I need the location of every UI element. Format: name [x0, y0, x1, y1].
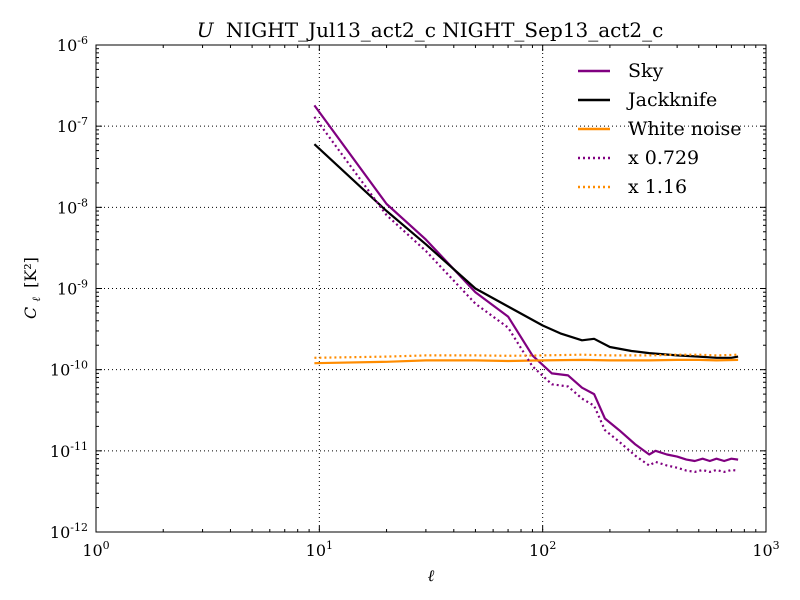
- y-tick-label: 10-8: [57, 196, 88, 217]
- x-tick-label-exponent: 1: [326, 539, 333, 552]
- legend: Sky Jackknife White noise x 0.729 x 1.16: [578, 60, 742, 198]
- y-axis-label-sub: ℓ: [30, 297, 43, 302]
- series-line-sky: [313, 104, 739, 463]
- series-line-jackknife: [313, 143, 739, 359]
- chart-title-prefix: U: [197, 18, 215, 42]
- axes-frame: [95, 44, 767, 533]
- y-axis-label-unit: [K²]: [21, 257, 40, 288]
- x-tick-label-base: 10: [752, 541, 772, 560]
- chart-title-rest: NIGHT_Jul13_act2_c NIGHT_Sep13_act2_c: [226, 18, 663, 42]
- x-tick-label: 102: [529, 539, 556, 560]
- legend-label-sky: Sky: [628, 60, 664, 82]
- x-tick-label-base: 10: [306, 541, 326, 560]
- y-tick-label: 10-12: [50, 521, 88, 542]
- x-tick-label-exponent: 0: [103, 539, 110, 552]
- x-axis-ticks: 100 101 102 103: [82, 45, 780, 560]
- y-axis-label: C ℓ [K²]: [21, 257, 44, 319]
- plot-series: [313, 104, 739, 473]
- y-axis-label-main: C: [21, 307, 40, 319]
- x-tick-label: 103: [752, 539, 779, 560]
- y-tick-label: 10-9: [57, 278, 88, 299]
- y-tick-label: 10-10: [50, 359, 88, 380]
- x-tick-label-exponent: 3: [773, 539, 780, 552]
- legend-label-x-1-16: x 1.16: [628, 176, 687, 198]
- x-axis-label: ℓ: [428, 566, 435, 585]
- x-tick-label-base: 10: [529, 541, 549, 560]
- y-tick-label-exponent: -8: [77, 196, 88, 209]
- y-tick-label-exponent: -10: [70, 359, 88, 372]
- y-tick-label-exponent: -7: [77, 115, 88, 128]
- y-tick-label: 10-6: [57, 34, 88, 55]
- y-tick-label-base: 10: [57, 198, 77, 217]
- legend-label-x-0-729: x 0.729: [628, 147, 699, 169]
- y-tick-label-exponent: -12: [70, 521, 88, 534]
- chart-title: U NIGHT_Jul13_act2_c NIGHT_Sep13_act2_c: [197, 18, 664, 42]
- legend-label-jackknife: Jackknife: [626, 89, 717, 111]
- y-tick-label-base: 10: [57, 36, 77, 55]
- y-tick-label-base: 10: [50, 523, 70, 542]
- y-tick-label-base: 10: [57, 117, 77, 136]
- y-tick-label-base: 10: [57, 280, 77, 299]
- x-tick-label-base: 10: [82, 541, 102, 560]
- y-tick-label-exponent: -6: [77, 34, 88, 47]
- series-line-x-1-16: [314, 353, 739, 359]
- x-tick-label: 101: [306, 539, 333, 560]
- y-tick-label-exponent: -9: [77, 278, 88, 291]
- series-line-x-0-729: [313, 116, 739, 473]
- y-tick-label: 10-7: [57, 115, 88, 136]
- x-tick-label: 100: [82, 539, 109, 560]
- y-tick-label: 10-11: [50, 440, 88, 461]
- y-tick-label-base: 10: [50, 442, 70, 461]
- y-tick-label-exponent: -11: [70, 440, 88, 453]
- y-tick-label-base: 10: [50, 361, 70, 380]
- legend-label-white-noise: White noise: [628, 118, 742, 140]
- x-tick-label-exponent: 2: [549, 539, 556, 552]
- series-line-white-noise: [314, 358, 739, 365]
